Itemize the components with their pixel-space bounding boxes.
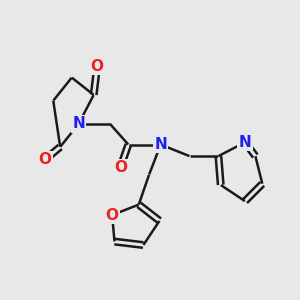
Text: O: O	[91, 58, 104, 74]
Text: N: N	[154, 137, 167, 152]
Text: O: O	[39, 152, 52, 167]
Text: O: O	[114, 160, 127, 175]
Text: O: O	[106, 208, 119, 223]
Text: N: N	[72, 116, 85, 131]
Text: N: N	[238, 135, 251, 150]
